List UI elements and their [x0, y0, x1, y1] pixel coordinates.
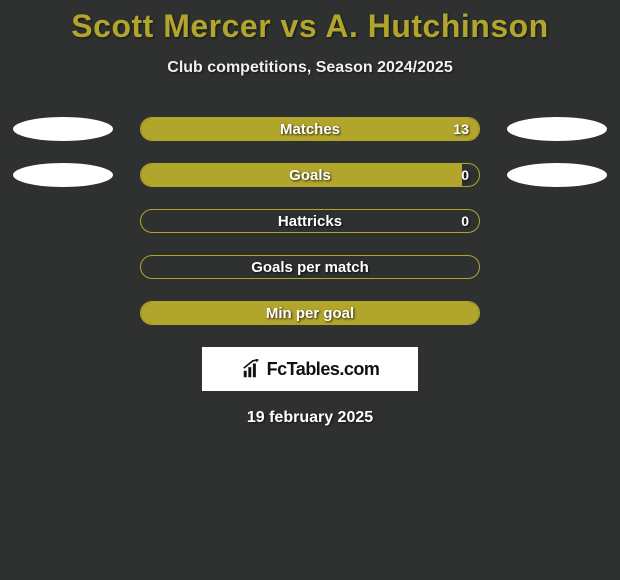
logo-box[interactable]: FcTables.com	[202, 347, 418, 391]
page-title: Scott Mercer vs A. Hutchinson	[0, 8, 620, 45]
subtitle: Club competitions, Season 2024/2025	[0, 59, 620, 77]
stat-row: Goals per match	[0, 255, 620, 279]
stat-row: Min per goal	[0, 301, 620, 325]
left-marker-slot	[8, 301, 118, 325]
stat-value: 0	[461, 167, 469, 183]
logo-text: FcTables.com	[267, 359, 380, 380]
left-marker-ellipse	[13, 117, 113, 141]
stat-rows: Matches 13 Goals 0 Hattricks 0 Goals per match…	[0, 117, 620, 325]
comparison-widget: Scott Mercer vs A. Hutchinson Club compe…	[0, 0, 620, 427]
stat-row: Hattricks 0	[0, 209, 620, 233]
left-marker-ellipse	[13, 163, 113, 187]
left-marker-slot	[8, 255, 118, 279]
stat-label: Matches	[280, 121, 340, 138]
stat-row: Matches 13	[0, 117, 620, 141]
right-marker-ellipse	[507, 163, 607, 187]
stat-value: 0	[461, 213, 469, 229]
stat-bar: Hattricks 0	[140, 209, 480, 233]
stat-row: Goals 0	[0, 163, 620, 187]
stat-bar: Min per goal	[140, 301, 480, 325]
stat-label: Goals per match	[251, 259, 369, 276]
stat-label: Min per goal	[266, 305, 354, 322]
stat-bar: Goals 0	[140, 163, 480, 187]
left-marker-slot	[8, 163, 118, 187]
stat-label: Hattricks	[278, 213, 342, 230]
right-marker-slot	[502, 301, 612, 325]
right-marker-ellipse	[507, 117, 607, 141]
stat-label: Goals	[289, 167, 331, 184]
date-text: 19 february 2025	[0, 409, 620, 427]
stat-value: 13	[453, 121, 469, 137]
left-marker-slot	[8, 117, 118, 141]
right-marker-slot	[502, 209, 612, 233]
left-marker-slot	[8, 209, 118, 233]
bar-chart-icon	[241, 358, 263, 380]
right-marker-slot	[502, 255, 612, 279]
stat-bar: Matches 13	[140, 117, 480, 141]
right-marker-slot	[502, 117, 612, 141]
right-marker-slot	[502, 163, 612, 187]
stat-bar: Goals per match	[140, 255, 480, 279]
